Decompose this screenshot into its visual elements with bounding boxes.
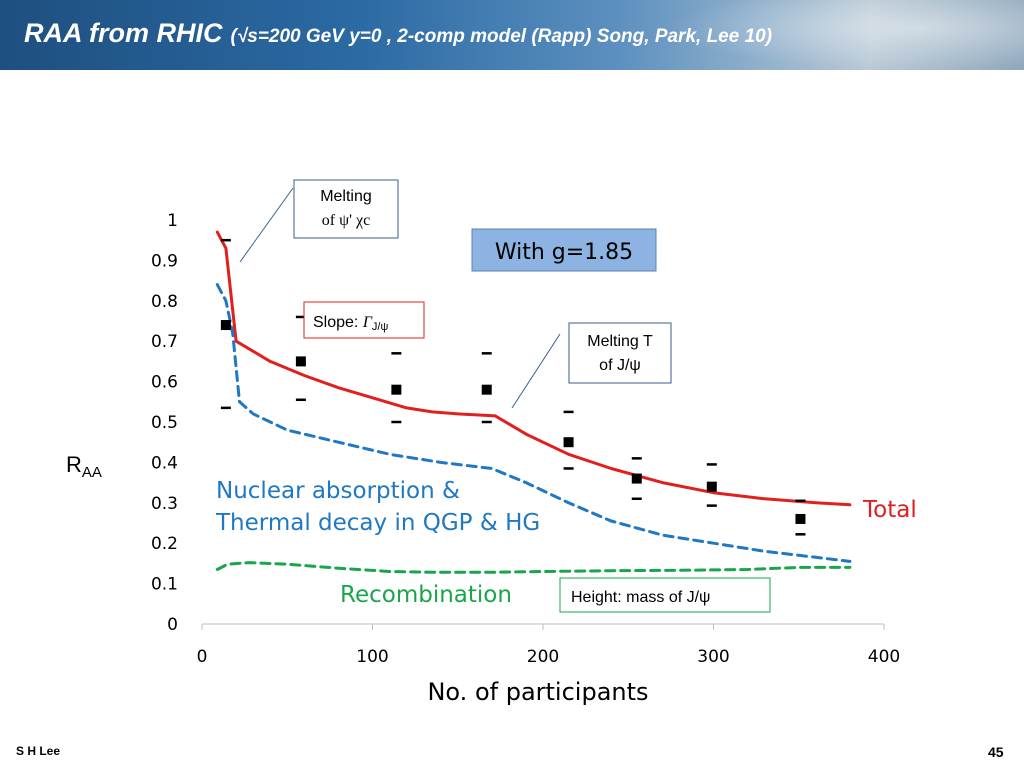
data-point — [631, 473, 642, 484]
author-label: S H Lee — [16, 744, 61, 758]
slide-header: RAA from RHIC (√s=200 GeV y=0 , 2-comp mo… — [0, 0, 1024, 70]
x-tick-label: 400 — [868, 647, 900, 667]
y-tick-label: 0.7 — [151, 332, 178, 352]
slope-label-gamma: Γ — [362, 314, 373, 331]
y-tick-label: 0.2 — [151, 534, 178, 554]
y-tick-label: 0.1 — [151, 575, 178, 595]
melting-psi-label-line1: Melting — [320, 188, 372, 205]
series-line-1 — [215, 283, 852, 563]
slope-label-main: Slope: — [313, 314, 363, 331]
y-tick-label: 0.4 — [151, 453, 178, 473]
data-point — [481, 384, 492, 395]
data-point — [706, 481, 717, 492]
g-value-label: With g=1.85 — [495, 240, 633, 265]
x-axis-tick-labels: 0 100 200 300 400 — [197, 647, 901, 667]
y-tick-label: 0.6 — [151, 373, 178, 393]
melting-psi-label-line2: of ψ' χc — [322, 212, 370, 229]
x-tick-label: 100 — [356, 647, 388, 667]
title-main: RAA from RHIC — [24, 18, 223, 48]
series-line-2 — [215, 561, 852, 574]
raa-chart: 0 100 200 300 400 00.10.20.30.40.50.60.70.80… — [66, 179, 917, 706]
y-tick-label: 1 — [167, 211, 178, 231]
y-axis-label: RAA — [66, 452, 102, 481]
series-line-0 — [215, 230, 852, 507]
g-value-box — [471, 228, 657, 272]
height-label: Height: mass of J/ψ — [571, 589, 710, 606]
header-decoration — [664, 0, 1024, 70]
y-axis-label-sub: AA — [82, 464, 102, 481]
x-tick-label: 300 — [697, 647, 729, 667]
melting-psi-leader — [239, 187, 294, 263]
y-tick-label: 0.3 — [151, 494, 178, 514]
height-box — [559, 577, 771, 613]
series-layer — [215, 230, 852, 574]
title-subtitle: (√s=200 GeV y=0 , 2-comp model (Rapp) So… — [230, 26, 773, 47]
melting-psi-box — [293, 179, 399, 239]
slope-label-sub: J/ψ — [372, 321, 389, 333]
y-tick-label: 0.9 — [151, 251, 178, 271]
y-tick-label: 0 — [167, 615, 178, 635]
x-tick-label: 0 — [197, 647, 208, 667]
y-tick-label: 0.5 — [151, 413, 178, 433]
slope-box — [303, 301, 425, 339]
x-axis-ticks — [201, 624, 885, 630]
y-axis-tick-labels: 0 0.1 0.2 0.3 0.4 0.5 0.6 0.7 0.8 0.9 1 — [151, 211, 178, 635]
data-point — [391, 384, 402, 395]
data-point — [563, 437, 574, 448]
melting-T-box — [568, 322, 672, 384]
data-point — [795, 513, 806, 524]
total-label: Total — [862, 497, 917, 523]
recombination-label: Recombination — [340, 582, 512, 608]
data-point — [295, 356, 306, 367]
y-axis-label-main: R — [66, 452, 82, 477]
data-point — [220, 320, 231, 331]
page-number: 45 — [988, 744, 1004, 760]
melting-T-leader — [511, 333, 561, 409]
data-points-layer — [220, 238, 806, 536]
y-tick-label: 0.8 — [151, 292, 178, 312]
melting-T-label-line1: Melting T — [587, 333, 653, 350]
x-tick-label: 200 — [527, 647, 559, 667]
slope-label: Slope: ΓJ/ψ — [313, 314, 388, 333]
nuclear-label-line2: Thermal decay in QGP & HG — [215, 510, 540, 536]
slide-title: RAA from RHIC (√s=200 GeV y=0 , 2-comp mo… — [24, 18, 772, 49]
melting-T-label-line2: of J/ψ — [599, 357, 641, 374]
nuclear-label-line1: Nuclear absorption & — [216, 478, 460, 504]
x-axis-label: No. of participants — [427, 678, 648, 706]
